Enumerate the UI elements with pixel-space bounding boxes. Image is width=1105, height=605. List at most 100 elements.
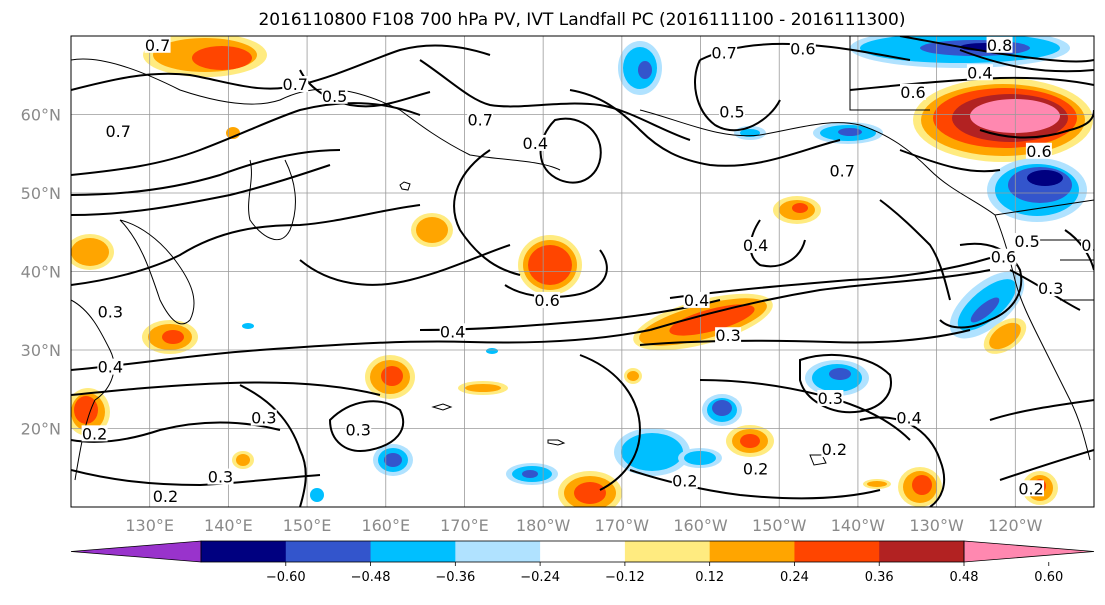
colorbar-segment [370,541,456,562]
contour-label: 0.7 [283,75,308,94]
contour-label: 0.7 [105,122,130,141]
contour-label: 0.3 [346,420,371,439]
longitude-labels: 130°E 140°E 150°E 160°E 170°E 180°W 170°W 160°W… [125,516,1042,535]
contour-label-bg [789,40,816,57]
contour-label: 0.7 [145,36,170,55]
anomaly-blob [624,368,642,384]
anomaly-blob [633,293,773,351]
contour-label-bg [105,123,132,140]
contour-label: 0.3 [715,326,740,345]
contour-label: 0.7 [711,44,736,63]
anomaly-blob [618,41,662,95]
anomaly-blob [71,234,114,270]
contour-label: 0.5 [719,103,744,122]
contour-label: 0.6 [991,248,1016,267]
anomaly-blob [558,471,622,507]
anomaly-blob [987,158,1087,222]
colorbar-segment [540,541,626,562]
contour-label-bg [715,327,742,344]
lon-tick-label: 170°W [595,516,650,535]
colorbar-outline [200,540,965,563]
colorbar-tick-label: 0.12 [695,570,724,585]
contour-label-bg [250,409,277,426]
contour-label-bg [986,36,1013,53]
contour-label: 0.7 [467,110,492,129]
anomaly-blob [863,479,891,489]
anomaly-blob [142,320,198,354]
contour-label: 0.6 [534,291,559,310]
contour-label-bg [719,103,746,120]
contour-label: 0.4 [743,236,768,255]
anomaly-blob [850,36,1070,68]
contour-label: 0.2 [82,424,107,443]
colorbar-segment [794,541,880,562]
anomaly-blob [458,381,508,395]
colorbar-segment [624,541,711,562]
contour-label: 0.6 [1026,142,1051,161]
contour-label-bg [671,472,698,489]
lon-tick-label: 160°E [361,516,410,535]
lon-tick-label: 180°W [516,516,571,535]
contour-label-bg [1014,233,1041,250]
lat-tick-label: 20°N [21,420,61,439]
anomaly-blob [734,126,766,140]
contour-label: 0.2 [822,440,847,459]
colorbar-tick-label: −0.48 [351,570,391,585]
colorbar-extend-low [70,540,202,563]
contour-label: 0.8 [987,36,1012,55]
contour-label-bg [439,323,466,340]
colorbar-tick-label: 0.24 [780,570,809,585]
contour-label: 0.3 [98,303,123,322]
anomaly-blob [614,428,690,476]
anomaly-blob [702,394,742,426]
contour-label-bg [534,291,561,308]
contour-label: 0.4 [440,322,465,341]
contour-label: 0.7 [829,161,854,180]
contour-label-bg [966,64,993,81]
colorbar-extend-high [963,540,1095,563]
contour-label-bg [829,162,856,179]
contour-label: 0.2 [1018,479,1043,498]
contour-label: 0.5 [322,87,347,106]
colorbar-tick-label: 0.48 [950,570,979,585]
lat-tick-label: 60°N [21,106,61,125]
lon-tick-label: 140°W [831,516,886,535]
contour-label-bg [467,111,494,128]
anomaly-blob [913,78,1093,162]
anomaly-blob [242,323,254,329]
contour-labels: 0.70.50.70.70.70.40.7 0.60.50.60.80.40.70… [81,36,1094,506]
contour-label: 0.4 [523,134,548,153]
latitude-labels: 20°N 30°N 40°N 50°N 60°N [21,106,61,439]
anomaly-blob [813,122,883,144]
lon-tick-label: 160°W [673,516,728,535]
colorbar-tick-label: −0.12 [605,570,645,585]
contour-label-bg [1018,480,1045,497]
contour-label: 0.5 [1014,232,1039,251]
anomaly-blob [773,196,821,224]
chart-title: 2016110800 F108 700 hPa PV, IVT Landfall… [258,10,905,30]
lon-tick-label: 150°W [752,516,807,535]
lon-tick-label: 140°E [204,516,253,535]
colorbar-segment [201,541,287,562]
colorbar-segment [455,541,541,562]
contour-label-bg [97,358,124,375]
anomaly-blob [71,388,110,436]
contour-label: 0.2 [743,460,768,479]
lon-tick-label: 130°E [125,516,174,535]
map-frame [70,35,1095,508]
contour-label-bg [345,421,372,438]
contour-label-bg [896,409,923,426]
anomaly-blob [486,348,498,354]
anomaly-blob [365,355,415,399]
anomaly-blob [898,467,942,507]
lat-tick-label: 40°N [21,263,61,282]
contour-label: 0.6 [790,40,815,59]
anomaly-blob [143,36,267,77]
contour-label: 0.4 [896,409,921,428]
contour-label-bg [282,76,309,93]
contour-label: 0.2 [153,487,178,506]
map-area: 0.70.50.70.70.70.40.7 0.60.50.60.80.40.70… [71,36,1094,507]
contour-label-bg [742,236,769,253]
